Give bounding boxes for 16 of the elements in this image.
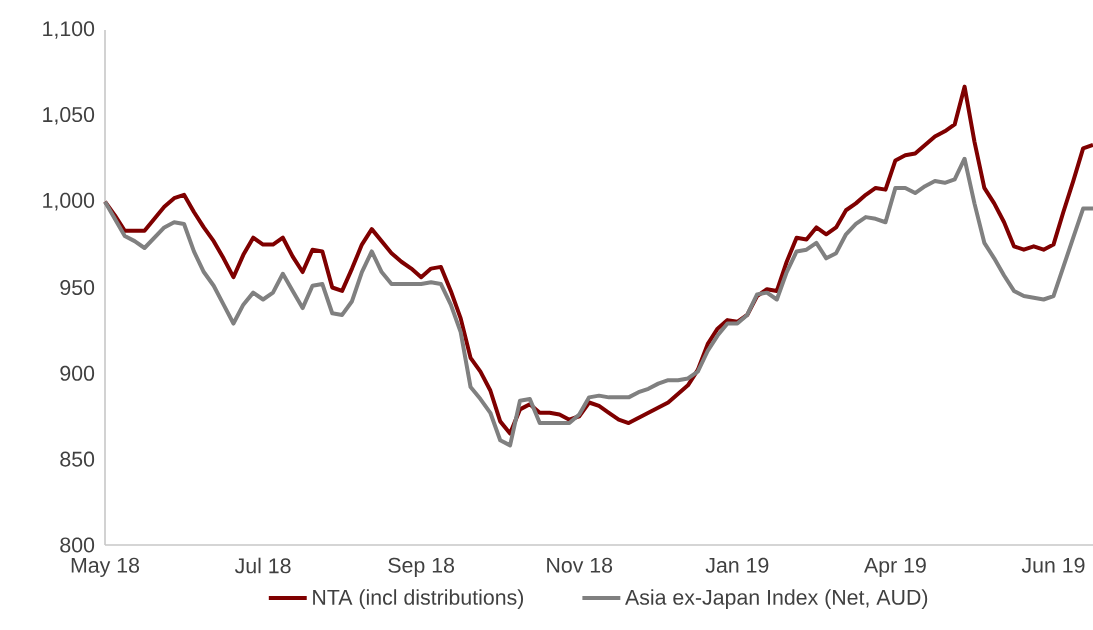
x-tick-label: Nov 18 bbox=[547, 557, 613, 573]
y-tick-label: 1,000 bbox=[43, 192, 95, 211]
x-tick-label: Sep 18 bbox=[388, 557, 455, 578]
y-tick-label: 950 bbox=[60, 279, 95, 296]
x-tick-label: Jan 19 bbox=[705, 557, 769, 573]
x-tick-label: Apr 19 bbox=[864, 557, 926, 578]
y-tick-label: 850 bbox=[60, 451, 95, 467]
x-tick-label: Jun 19 bbox=[1021, 557, 1085, 573]
y-tick-label: 1,100 bbox=[43, 21, 95, 39]
x-tick-label: May 18 bbox=[71, 557, 140, 578]
y-tick-label: 1,050 bbox=[43, 107, 95, 125]
x-tick-label: Jul 18 bbox=[234, 557, 291, 574]
y-tick-label: 800 bbox=[60, 537, 95, 553]
y-tick-label: 900 bbox=[60, 365, 95, 381]
legend-label: NTA (incl distributions) bbox=[313, 589, 524, 610]
legend-label: Asia ex-Japan Index (Net, AUD) bbox=[625, 589, 928, 610]
